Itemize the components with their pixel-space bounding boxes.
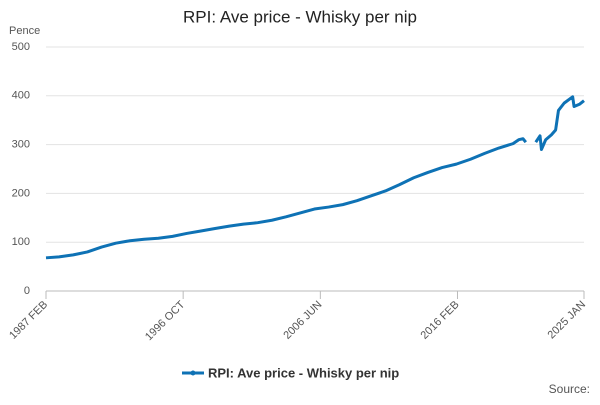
x-tick-label: 2025 JAN <box>546 299 589 342</box>
y-tick-label: 0 <box>24 285 30 297</box>
chart-title: RPI: Ave price - Whisky per nip <box>183 7 417 26</box>
x-tick-label: 2016 FEB <box>419 299 462 342</box>
x-tick-label: 1996 OCT <box>143 298 188 343</box>
y-axis-label: Pence <box>9 25 40 37</box>
y-tick-label: 200 <box>12 187 30 199</box>
y-tick-label: 300 <box>12 139 30 151</box>
source: Source: <box>549 382 590 396</box>
y-tick-label: 100 <box>12 236 30 248</box>
y-tick-label: 500 <box>12 41 30 53</box>
x-tick-label: 2006 JUN <box>281 299 324 342</box>
x-tick-label: 1987 FEB <box>7 299 50 342</box>
legend-label: RPI: Ave price - Whisky per nip <box>208 365 399 380</box>
data-line <box>45 95 585 260</box>
legend-marker <box>190 370 196 376</box>
y-tick-label: 400 <box>12 90 30 102</box>
